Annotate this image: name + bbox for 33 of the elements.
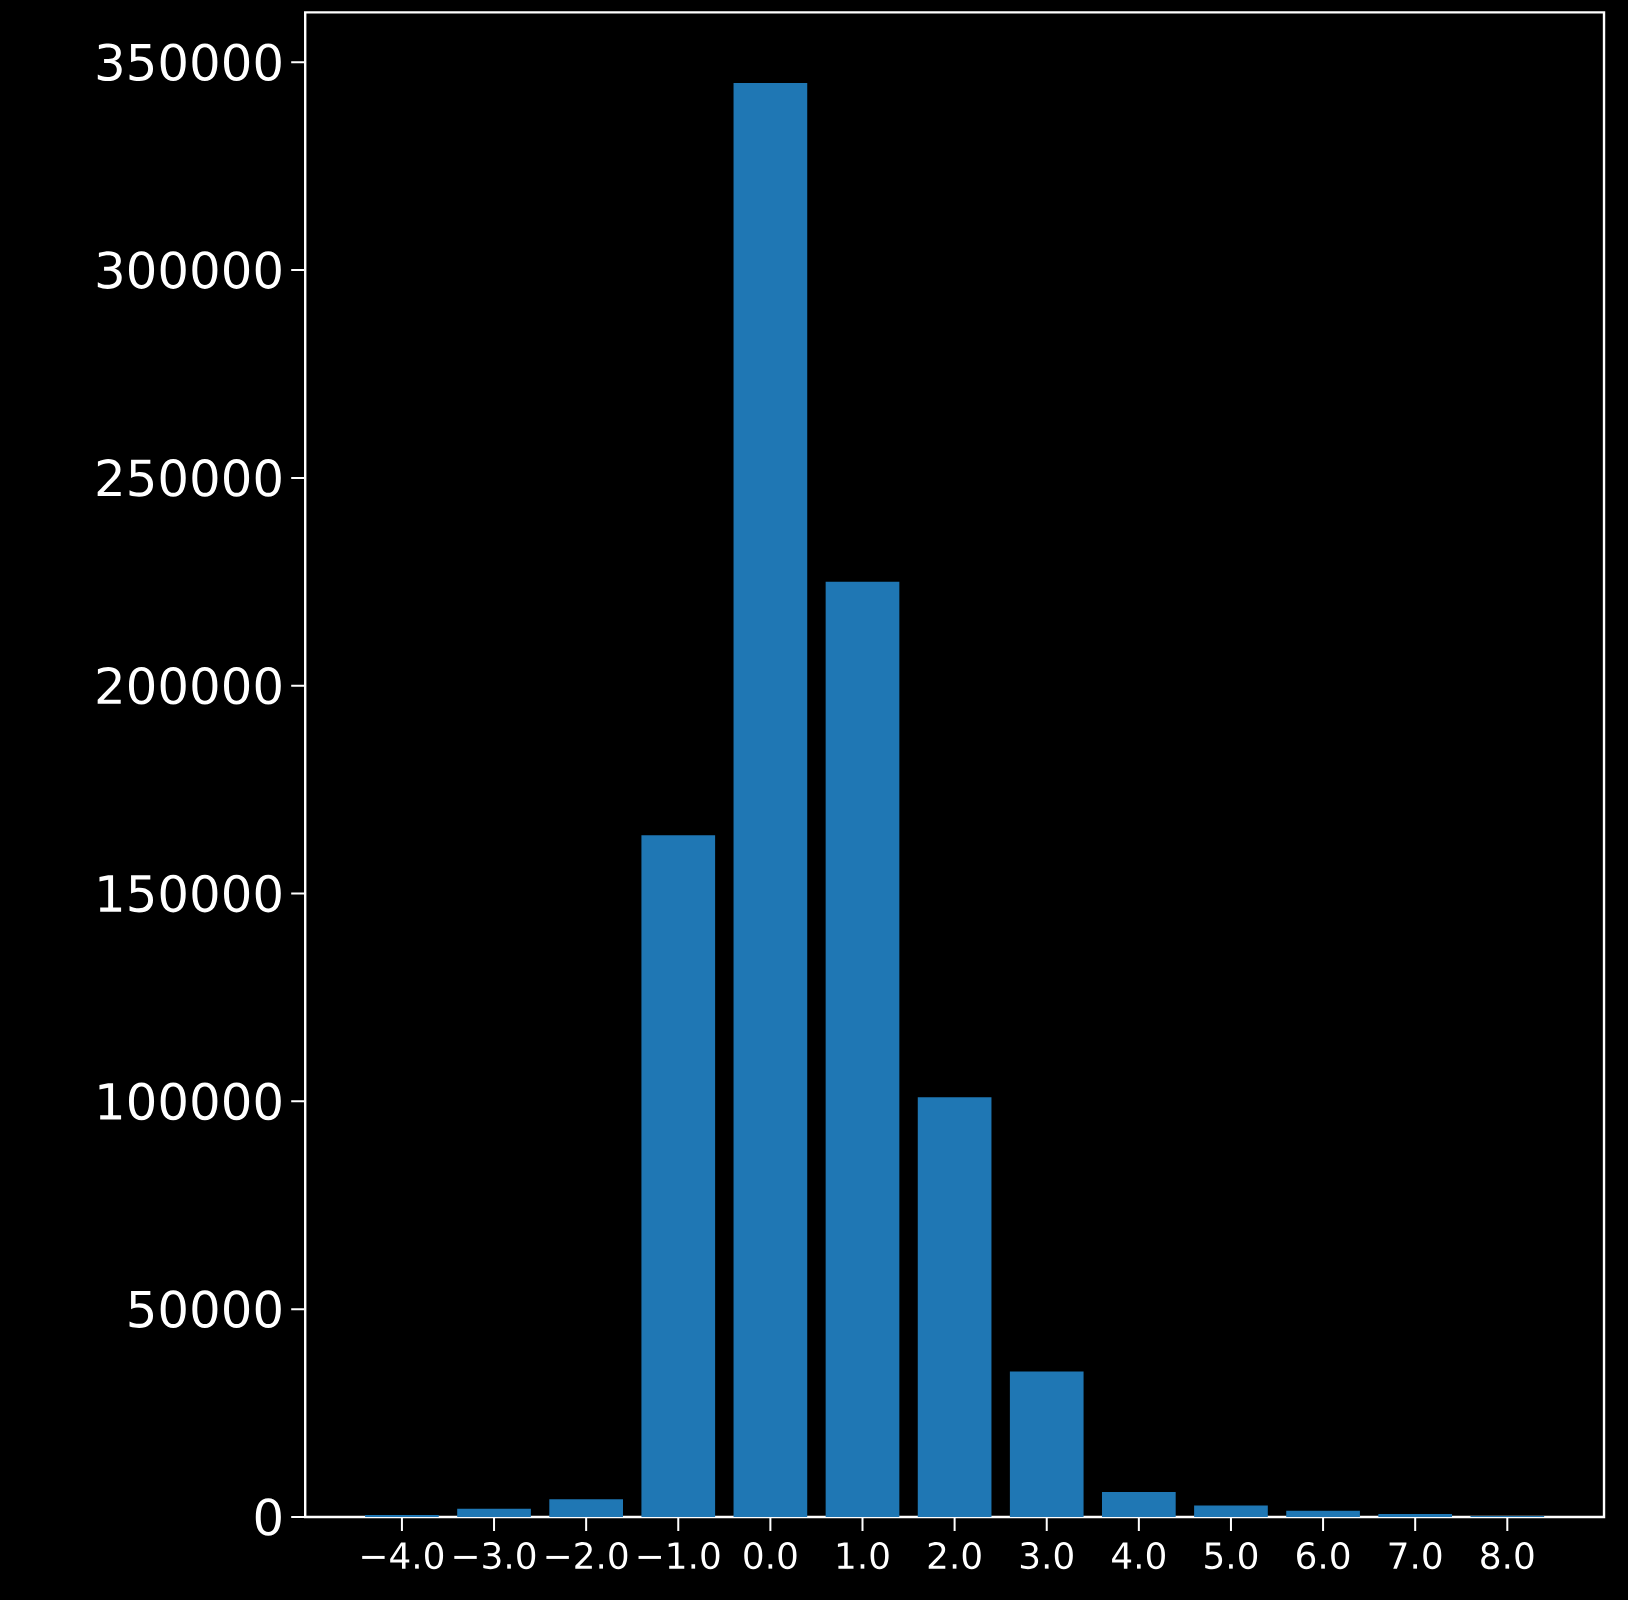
bar (641, 835, 716, 1517)
bar (457, 1508, 531, 1517)
x-tick-label: 6.0 (1297, 1542, 1350, 1570)
bar (917, 1097, 992, 1517)
bar (365, 1514, 439, 1517)
x-tick-label: −3.0 (454, 1542, 536, 1570)
bar (1378, 1513, 1453, 1517)
x-tick-label: 3.0 (1020, 1542, 1073, 1570)
bar (825, 581, 900, 1517)
y-tick-label: 250000 (97, 459, 281, 497)
y-tick-label: 100000 (99, 1082, 281, 1121)
y-tick-label: 200000 (97, 666, 281, 705)
x-tick-label: −4.0 (362, 1542, 444, 1570)
y-tick-label: 150000 (99, 874, 281, 913)
x-tick-label: −2.0 (546, 1542, 628, 1570)
x-tick-label: 4.0 (1112, 1542, 1165, 1570)
y-tick-label: 50000 (129, 1290, 281, 1329)
x-tick-label: 0.0 (744, 1542, 797, 1570)
bar (733, 83, 808, 1517)
bar (1286, 1510, 1360, 1517)
x-tick-label: 7.0 (1389, 1542, 1442, 1570)
x-tick-label: 8.0 (1481, 1542, 1534, 1570)
bar (1009, 1371, 1084, 1517)
bar (1101, 1492, 1176, 1517)
bar (549, 1499, 623, 1517)
x-tick-label: 5.0 (1205, 1542, 1258, 1570)
y-tick-label: 300000 (97, 251, 281, 289)
bar (1194, 1505, 1268, 1517)
x-tick-label: 1.0 (837, 1542, 889, 1570)
y-tick-label: 350000 (97, 43, 281, 82)
x-tick-label: 2.0 (928, 1542, 981, 1570)
y-tick-label: 0 (255, 1498, 281, 1536)
x-tick-label: −1.0 (638, 1542, 720, 1570)
